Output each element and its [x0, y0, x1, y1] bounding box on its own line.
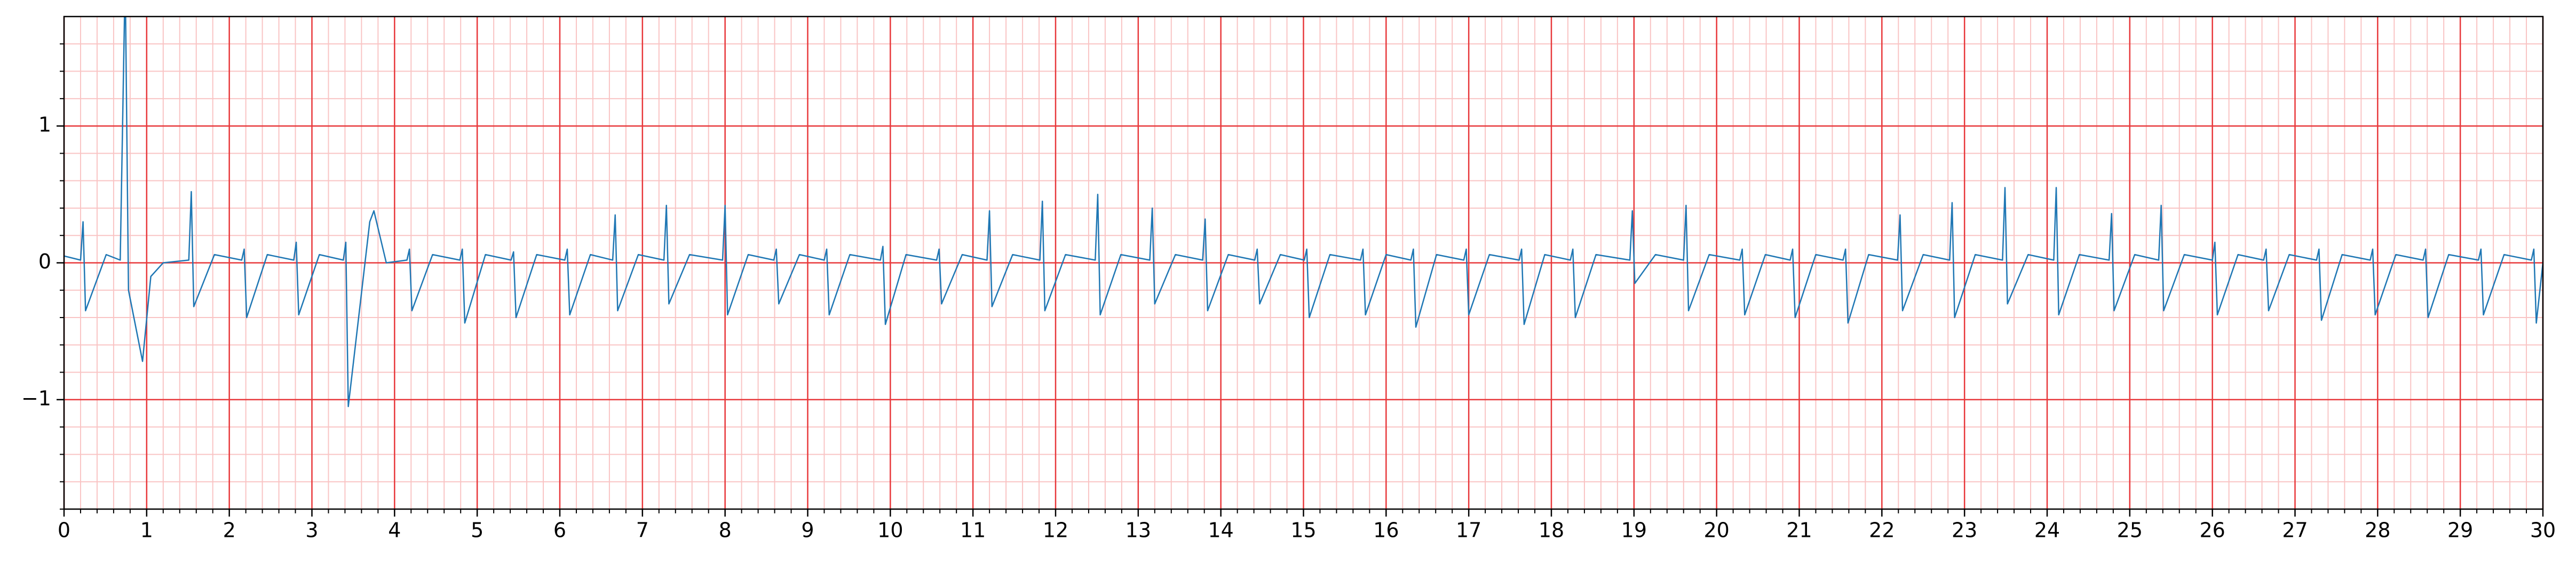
x-tick-label: 21	[1786, 519, 1812, 542]
grid	[63, 17, 2544, 510]
x-tick-label: 7	[636, 519, 649, 542]
x-tick-label: 16	[1373, 519, 1399, 542]
x-tick-label: 17	[1456, 519, 1481, 542]
x-tick-label: 9	[801, 519, 814, 542]
x-tick-label: 0	[58, 519, 70, 542]
x-tick-label: 6	[553, 519, 566, 542]
x-tick-label: 3	[305, 519, 318, 542]
x-tick-label: 27	[2282, 519, 2308, 542]
x-tick-label: 4	[388, 519, 401, 542]
x-tick-label: 19	[1621, 519, 1647, 542]
x-tick-label: 8	[719, 519, 732, 542]
y-tick-label: −1	[21, 386, 51, 410]
x-tick-label: 14	[1208, 519, 1233, 542]
x-tick-label: 12	[1043, 519, 1068, 542]
x-tick-label: 18	[1539, 519, 1564, 542]
x-tick-label: 2	[223, 519, 236, 542]
x-tick-label: 29	[2447, 519, 2473, 542]
x-tick-label: 25	[2117, 519, 2143, 542]
x-tick-label: 30	[2530, 519, 2556, 542]
x-tick-label: 24	[2034, 519, 2060, 542]
x-tick-label: 10	[877, 519, 903, 542]
x-tick-label: 23	[1952, 519, 1977, 542]
plot	[64, 17, 2543, 407]
x-tick-label: 20	[1703, 519, 1729, 542]
x-tick-label: 5	[471, 519, 484, 542]
x-tick-label: 22	[1869, 519, 1895, 542]
y-tick-label: 1	[38, 113, 51, 137]
ecg-trace	[64, 17, 2543, 407]
x-tick-label: 15	[1290, 519, 1316, 542]
x-tick-label: 11	[960, 519, 986, 542]
x-tick-label: 28	[2365, 519, 2390, 542]
x-tick-label: 13	[1125, 519, 1151, 542]
x-tick-label: 26	[2199, 519, 2225, 542]
y-tick-label: 0	[38, 250, 51, 273]
x-tick-label: 1	[140, 519, 153, 542]
